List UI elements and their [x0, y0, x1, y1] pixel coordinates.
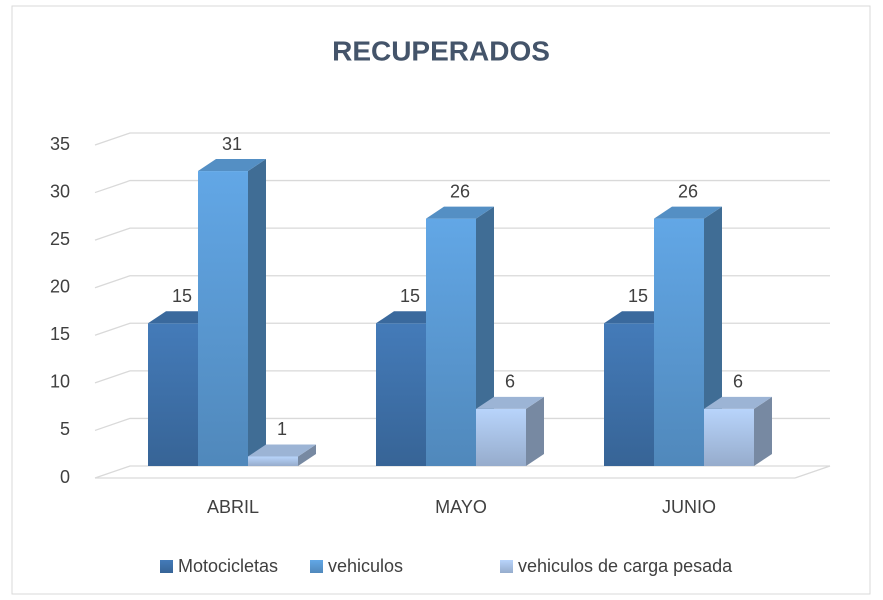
bar-top	[248, 444, 316, 457]
legend-label: Motocicletas	[178, 556, 278, 576]
bar	[198, 171, 248, 467]
grid-line	[94, 465, 830, 479]
bar	[248, 456, 298, 466]
legend-swatch	[500, 560, 513, 573]
bar	[376, 323, 426, 466]
bar-side	[526, 396, 544, 466]
y-tick-label: 25	[50, 229, 70, 249]
data-label: 26	[450, 181, 470, 201]
bar-top	[654, 206, 722, 219]
legend-swatch	[160, 560, 173, 573]
grid-line	[94, 275, 830, 289]
grid-line	[94, 179, 830, 194]
legend-label: vehiculos de carga pesada	[518, 556, 733, 576]
bar	[476, 408, 526, 466]
y-tick-label: 5	[60, 419, 70, 439]
bar-top	[476, 396, 544, 409]
bar-top	[426, 206, 494, 219]
bar-side	[298, 444, 316, 466]
y-tick-label: 20	[50, 276, 70, 296]
y-tick-label: 0	[60, 467, 70, 487]
bar	[704, 408, 754, 466]
bar-side	[754, 396, 772, 466]
x-tick-label: MAYO	[435, 497, 487, 517]
data-label: 15	[172, 286, 192, 306]
x-tick-label: JUNIO	[662, 497, 716, 517]
grid-line	[94, 227, 830, 241]
bar	[426, 218, 476, 466]
data-label: 6	[733, 372, 743, 392]
bar-top	[704, 396, 772, 409]
chart-title: RECUPERADOS	[332, 35, 550, 66]
floor-line	[794, 465, 831, 479]
y-tick-label: 30	[50, 181, 70, 201]
bar	[148, 323, 198, 466]
y-tick-label: 35	[50, 134, 70, 154]
bar	[604, 323, 654, 466]
data-label: 6	[505, 372, 515, 392]
bar-top	[198, 159, 266, 172]
grid-line	[94, 417, 830, 432]
data-label: 1	[277, 419, 287, 439]
data-label: 15	[400, 286, 420, 306]
grid-line	[94, 132, 830, 146]
x-tick-label: ABRIL	[207, 497, 259, 517]
bar	[654, 218, 704, 466]
y-tick-label: 10	[50, 372, 70, 392]
bar-side	[248, 159, 266, 467]
data-label: 31	[222, 134, 242, 154]
data-label: 15	[628, 286, 648, 306]
grid-line	[94, 370, 830, 384]
grid-line	[94, 322, 830, 336]
legend-label: vehiculos	[328, 556, 403, 576]
y-tick-label: 15	[50, 324, 70, 344]
legend-swatch	[310, 560, 323, 573]
data-label: 26	[678, 181, 698, 201]
